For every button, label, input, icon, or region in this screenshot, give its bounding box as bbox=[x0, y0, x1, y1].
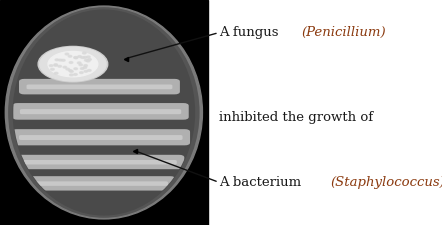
Ellipse shape bbox=[70, 74, 73, 76]
Ellipse shape bbox=[86, 60, 90, 62]
Ellipse shape bbox=[50, 65, 53, 67]
Ellipse shape bbox=[55, 59, 59, 61]
Ellipse shape bbox=[74, 68, 77, 70]
Ellipse shape bbox=[38, 46, 108, 82]
Ellipse shape bbox=[51, 68, 54, 70]
Text: (Staphylococcus): (Staphylococcus) bbox=[330, 176, 442, 189]
Ellipse shape bbox=[63, 66, 67, 68]
Text: (Penicillium): (Penicillium) bbox=[301, 26, 386, 39]
Ellipse shape bbox=[54, 64, 57, 66]
Ellipse shape bbox=[88, 70, 91, 71]
FancyBboxPatch shape bbox=[15, 155, 184, 169]
Ellipse shape bbox=[5, 6, 202, 219]
Ellipse shape bbox=[84, 65, 88, 66]
Ellipse shape bbox=[83, 67, 87, 68]
Ellipse shape bbox=[74, 57, 78, 59]
Ellipse shape bbox=[88, 58, 91, 60]
FancyBboxPatch shape bbox=[11, 129, 190, 145]
Ellipse shape bbox=[74, 56, 77, 58]
Ellipse shape bbox=[58, 59, 62, 61]
Ellipse shape bbox=[54, 72, 58, 74]
Ellipse shape bbox=[84, 59, 88, 61]
FancyBboxPatch shape bbox=[27, 85, 172, 89]
FancyBboxPatch shape bbox=[22, 160, 177, 164]
Ellipse shape bbox=[69, 62, 73, 63]
Ellipse shape bbox=[83, 52, 86, 54]
Ellipse shape bbox=[61, 59, 65, 61]
FancyBboxPatch shape bbox=[21, 176, 175, 191]
Ellipse shape bbox=[13, 10, 194, 215]
FancyBboxPatch shape bbox=[29, 181, 168, 186]
Ellipse shape bbox=[78, 56, 81, 57]
Ellipse shape bbox=[58, 65, 61, 67]
Ellipse shape bbox=[79, 64, 83, 66]
FancyBboxPatch shape bbox=[19, 79, 180, 94]
Ellipse shape bbox=[80, 68, 84, 70]
Ellipse shape bbox=[54, 64, 57, 66]
Ellipse shape bbox=[87, 56, 90, 58]
Ellipse shape bbox=[65, 53, 69, 55]
Text: inhibited the growth of: inhibited the growth of bbox=[219, 110, 373, 124]
Ellipse shape bbox=[48, 52, 98, 77]
Ellipse shape bbox=[66, 68, 69, 70]
FancyBboxPatch shape bbox=[19, 135, 183, 140]
Ellipse shape bbox=[9, 8, 199, 217]
Bar bbox=[0, 0, 208, 225]
Ellipse shape bbox=[40, 47, 106, 81]
Ellipse shape bbox=[68, 55, 72, 57]
Ellipse shape bbox=[70, 71, 73, 72]
Ellipse shape bbox=[77, 62, 81, 64]
Ellipse shape bbox=[74, 74, 77, 75]
Ellipse shape bbox=[69, 70, 72, 72]
FancyBboxPatch shape bbox=[20, 109, 181, 114]
Text: A fungus: A fungus bbox=[219, 26, 282, 39]
FancyBboxPatch shape bbox=[12, 103, 189, 120]
Text: A bacterium: A bacterium bbox=[219, 176, 305, 189]
Ellipse shape bbox=[80, 72, 83, 74]
Ellipse shape bbox=[81, 57, 84, 59]
Ellipse shape bbox=[83, 56, 87, 58]
Ellipse shape bbox=[84, 70, 88, 72]
